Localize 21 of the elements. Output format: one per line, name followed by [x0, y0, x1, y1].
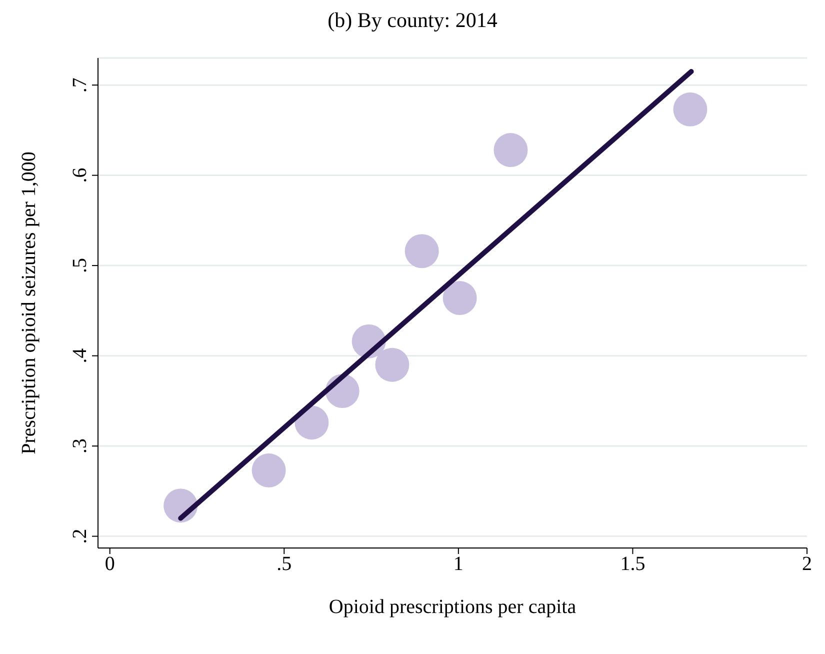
x-axis-title: Opioid prescriptions per capita	[328, 596, 576, 618]
y-tick-label: .6	[69, 168, 91, 183]
chart-title: (b) By county: 2014	[326, 8, 498, 34]
x-tick-label: 1	[453, 553, 464, 576]
x-tick-label: .5	[276, 553, 292, 576]
x-tick-label: 0	[104, 553, 115, 576]
point	[252, 453, 286, 488]
point	[494, 133, 528, 168]
point	[294, 406, 329, 440]
y-tick-label: .3	[69, 438, 91, 454]
x-tick-label: 1.5	[620, 553, 646, 576]
y-tick-label: .5	[69, 258, 91, 274]
y-tick-label: .4	[69, 348, 91, 364]
point	[375, 348, 410, 382]
y-tick-label: .7	[69, 78, 91, 93]
y-tick-label: .2	[69, 528, 91, 544]
y-axis-title: Prescription opioid seizures per 1,000	[18, 152, 40, 454]
x-tick-label: 2	[802, 553, 812, 576]
point	[442, 281, 477, 316]
point	[404, 234, 439, 268]
point	[673, 92, 708, 126]
